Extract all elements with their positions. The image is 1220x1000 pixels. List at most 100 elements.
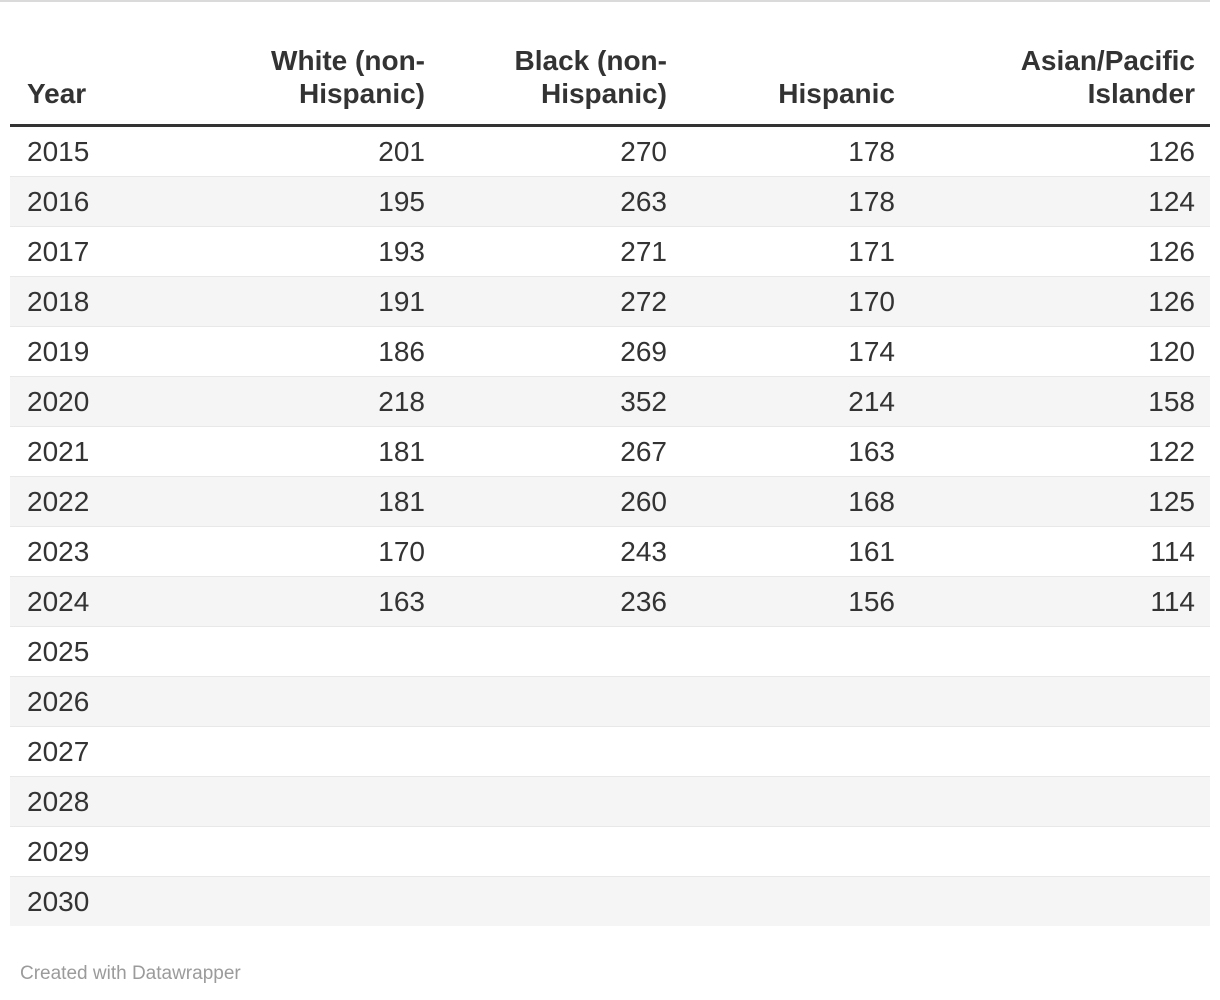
value-cell-asian-pacific-islander: 126	[910, 276, 1210, 327]
value-cell-asian-pacific-islander: 122	[910, 426, 1210, 477]
table-row-2025: 2025	[10, 626, 1210, 677]
year-cell: 2027	[10, 726, 240, 777]
attribution: Created with Datawrapper	[20, 963, 1210, 985]
value-cell-hispanic: 170	[682, 276, 910, 327]
value-cell-black-non-hispanic	[440, 726, 682, 777]
value-cell-black-non-hispanic: 260	[440, 476, 682, 527]
value-cell-hispanic: 161	[682, 526, 910, 577]
table-body: 2015 201 270 178 126 2016 195 263 178 124 2017 193 2…	[10, 126, 1210, 926]
value-cell-hispanic	[682, 826, 910, 877]
value-cell-black-non-hispanic	[440, 676, 682, 727]
value-cell-asian-pacific-islander: 124	[910, 176, 1210, 227]
year-cell: 2020	[10, 376, 240, 427]
value-cell-black-non-hispanic	[440, 626, 682, 677]
table-header-row: Year White (non-Hispanic) Black (non-Hispa…	[10, 4, 1210, 127]
value-cell-white-non-hispanic	[240, 676, 440, 727]
value-cell-hispanic	[682, 726, 910, 777]
value-cell-black-non-hispanic	[440, 826, 682, 877]
value-cell-hispanic: 178	[848, 135, 895, 167]
column-header-white-non-hispanic: White (non-Hispanic)	[240, 4, 440, 127]
value-cell-asian-pacific-islander	[910, 676, 1210, 727]
value-cell-white-non-hispanic: 195	[240, 176, 440, 227]
value-cell-black-non-hispanic: 243	[440, 526, 682, 577]
table-row-2024: 2024 163 236 156 114	[10, 576, 1210, 627]
value-cell-hispanic	[682, 626, 910, 677]
year-cell: 2025	[10, 626, 240, 677]
value-cell-black-non-hispanic: 272	[440, 276, 682, 327]
table-row-2017: 2017 193 271 171 126	[10, 226, 1210, 277]
value-cell-white-non-hispanic	[240, 626, 440, 677]
table-row-2029: 2029	[10, 826, 1210, 877]
table-header: Year White (non-Hispanic) Black (non-Hispa…	[10, 4, 1210, 127]
year-cell: 2015	[27, 135, 90, 167]
column-header-hispanic: Hispanic	[682, 4, 910, 127]
table-row-2015: 2015 201 270 178 126	[10, 126, 1210, 177]
datawrapper-attribution-link[interactable]: Created with Datawrapper	[20, 963, 241, 984]
value-cell-asian-pacific-islander	[910, 626, 1210, 677]
value-cell-asian-pacific-islander: 125	[910, 476, 1210, 527]
value-cell-hispanic	[682, 676, 910, 727]
value-cell-white-non-hispanic: 218	[240, 376, 440, 427]
year-cell: 2017	[10, 226, 240, 277]
table-row-2018: 2018 191 272 170 126	[10, 276, 1210, 327]
value-cell-black-non-hispanic: 270	[620, 135, 667, 167]
year-cell: 2026	[10, 676, 240, 727]
year-cell: 2028	[10, 776, 240, 827]
value-cell-black-non-hispanic: 352	[440, 376, 682, 427]
value-cell-hispanic	[682, 776, 910, 827]
value-cell-hispanic: 168	[682, 476, 910, 527]
value-cell-black-non-hispanic	[440, 776, 682, 827]
value-cell-white-non-hispanic: 163	[240, 576, 440, 627]
table-row-2016: 2016 195 263 178 124	[10, 176, 1210, 227]
year-cell: 2016	[10, 176, 240, 227]
year-cell: 2018	[10, 276, 240, 327]
year-cell: 2029	[10, 826, 240, 877]
table-top-rule	[0, 0, 1210, 2]
table-row-2030: 2030	[10, 876, 1210, 926]
table-row-2027: 2027	[10, 726, 1210, 777]
value-cell-hispanic: 178	[682, 176, 910, 227]
value-cell-black-non-hispanic: 236	[440, 576, 682, 627]
value-cell-asian-pacific-islander	[910, 826, 1210, 877]
value-cell-asian-pacific-islander: 114	[910, 576, 1210, 627]
year-cell: 2030	[10, 876, 240, 926]
column-header-black-non-hispanic: Black (non-Hispanic)	[440, 4, 682, 127]
value-cell-white-non-hispanic: 186	[240, 326, 440, 377]
value-cell-white-non-hispanic	[240, 726, 440, 777]
year-cell: 2021	[10, 426, 240, 477]
value-cell-white-non-hispanic	[240, 776, 440, 827]
value-cell-hispanic: 174	[682, 326, 910, 377]
table-row-2022: 2022 181 260 168 125	[10, 476, 1210, 527]
value-cell-asian-pacific-islander: 158	[910, 376, 1210, 427]
value-cell-asian-pacific-islander	[910, 776, 1210, 827]
value-cell-white-non-hispanic: 181	[240, 426, 440, 477]
value-cell-asian-pacific-islander	[910, 876, 1210, 926]
value-cell-white-non-hispanic: 201	[378, 135, 425, 167]
value-cell-asian-pacific-islander: 126	[1148, 135, 1195, 167]
value-cell-asian-pacific-islander: 120	[910, 326, 1210, 377]
value-cell-asian-pacific-islander	[910, 726, 1210, 777]
year-cell: 2024	[10, 576, 240, 627]
datawrapper-table-embed: Year White (non-Hispanic) Black (non-Hispa…	[10, 2, 1210, 985]
value-cell-hispanic: 214	[682, 376, 910, 427]
value-cell-hispanic: 171	[682, 226, 910, 277]
value-cell-asian-pacific-islander: 126	[910, 226, 1210, 277]
table-row-2021: 2021 181 267 163 122	[10, 426, 1210, 477]
value-cell-black-non-hispanic: 267	[440, 426, 682, 477]
table-row-2026: 2026	[10, 676, 1210, 727]
value-cell-black-non-hispanic: 269	[440, 326, 682, 377]
value-cell-white-non-hispanic: 193	[240, 226, 440, 277]
value-cell-hispanic	[682, 876, 910, 926]
value-cell-white-non-hispanic	[240, 876, 440, 926]
year-cell: 2022	[10, 476, 240, 527]
year-cell: 2019	[10, 326, 240, 377]
value-cell-white-non-hispanic: 191	[240, 276, 440, 327]
value-cell-white-non-hispanic: 181	[240, 476, 440, 527]
table-row-2023: 2023 170 243 161 114	[10, 526, 1210, 577]
table-row-2019: 2019 186 269 174 120	[10, 326, 1210, 377]
value-cell-white-non-hispanic	[240, 826, 440, 877]
column-header-asian-pacific-islander: Asian/Pacific Islander	[910, 4, 1210, 127]
table-row-2028: 2028	[10, 776, 1210, 827]
value-cell-black-non-hispanic: 263	[440, 176, 682, 227]
column-header-year: Year	[10, 4, 240, 127]
